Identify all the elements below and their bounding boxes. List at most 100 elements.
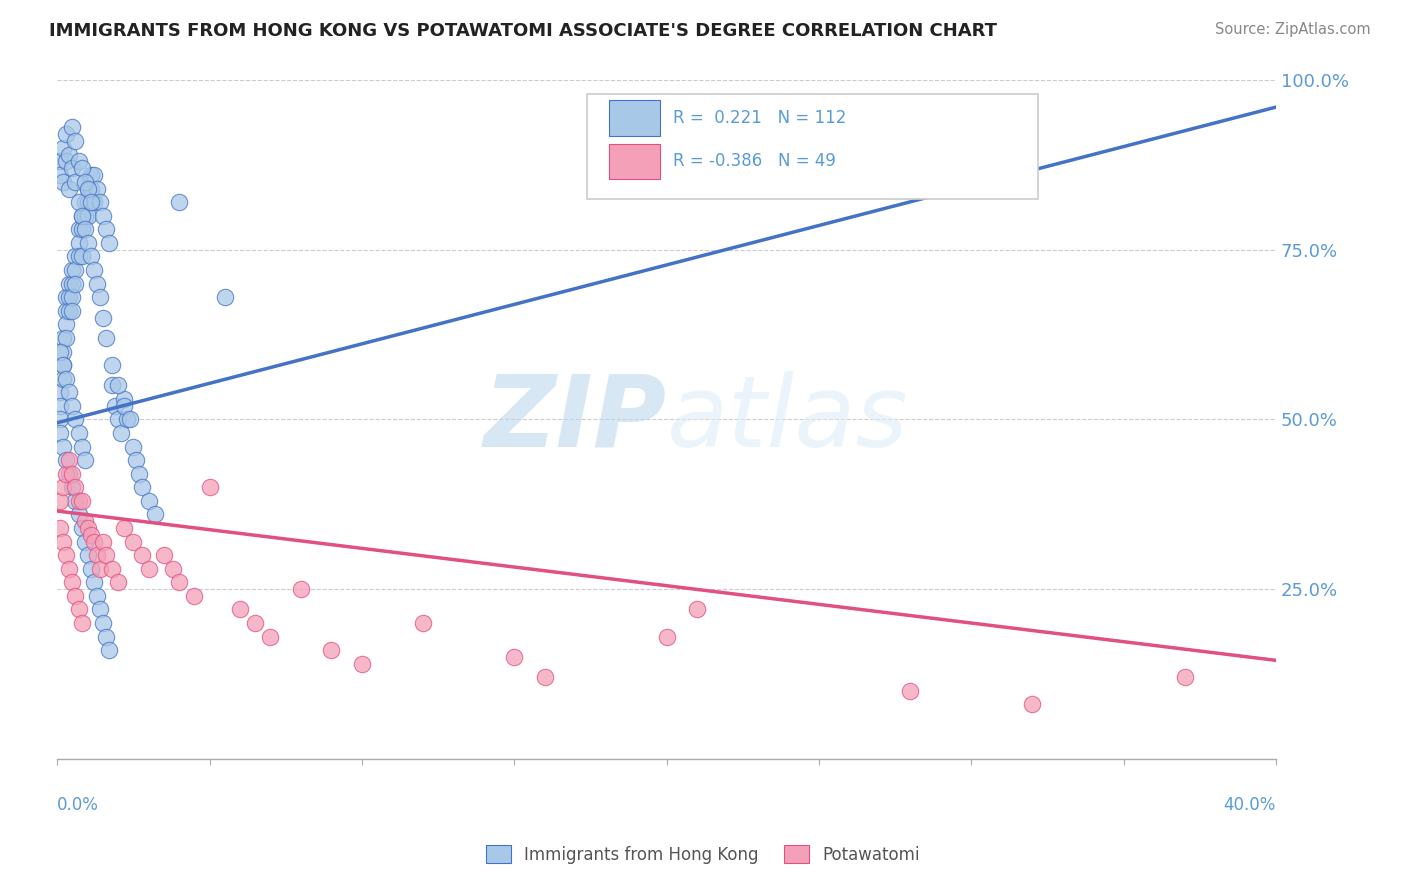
Point (80, 195, 103, 210)
Text: 0.0%: 0.0% (58, 797, 98, 814)
Point (80, 250, 103, 264)
Point (55, 548, 77, 562)
Point (55, 303, 77, 318)
Point (70, 493, 93, 508)
Point (67, 508, 90, 522)
Point (58, 453, 80, 467)
Point (52, 358, 75, 372)
Point (83, 168, 105, 182)
Point (112, 521, 135, 535)
Text: 40.0%: 40.0% (1223, 797, 1277, 814)
Point (128, 467, 150, 481)
Point (65, 134, 87, 148)
Point (52, 141, 75, 155)
Point (143, 508, 166, 522)
Text: R = -0.386   N = 49: R = -0.386 N = 49 (672, 153, 835, 170)
Point (122, 534, 145, 549)
Point (58, 467, 80, 481)
Point (138, 562, 160, 576)
Point (70, 615, 93, 630)
Point (112, 399, 135, 413)
Point (62, 277, 84, 291)
Point (62, 303, 84, 318)
Point (55, 154, 77, 169)
Point (55, 371, 77, 385)
Point (91, 615, 114, 630)
Point (67, 493, 90, 508)
Point (86, 277, 108, 291)
Point (67, 235, 90, 250)
Point (70, 521, 93, 535)
FancyBboxPatch shape (609, 101, 661, 136)
Point (350, 657, 373, 671)
Point (83, 263, 105, 277)
Point (67, 250, 90, 264)
Point (70, 209, 93, 223)
Point (138, 493, 160, 508)
Point (62, 480, 84, 494)
Point (49, 412, 72, 426)
Point (62, 263, 84, 277)
Point (49, 168, 72, 182)
Point (49, 399, 72, 413)
Point (86, 548, 108, 562)
Point (58, 562, 80, 576)
Point (101, 358, 124, 372)
Point (55, 128, 77, 142)
Point (70, 161, 93, 176)
Point (49, 425, 72, 440)
Point (80, 562, 103, 576)
Point (76, 209, 98, 223)
Text: Source: ZipAtlas.com: Source: ZipAtlas.com (1215, 22, 1371, 37)
Point (65, 175, 87, 189)
Point (83, 195, 105, 210)
Point (52, 331, 75, 345)
Point (91, 310, 114, 325)
Point (62, 399, 84, 413)
Point (52, 371, 75, 385)
Point (73, 209, 96, 223)
Point (62, 120, 84, 135)
Point (80, 528, 103, 542)
Point (52, 358, 75, 372)
Point (259, 630, 281, 644)
Point (89, 602, 111, 616)
Point (110, 425, 132, 440)
Point (83, 575, 105, 590)
Point (214, 290, 236, 304)
Point (198, 480, 221, 494)
Point (58, 181, 80, 195)
Point (58, 290, 80, 304)
Point (167, 575, 190, 590)
Point (67, 154, 90, 169)
Point (65, 589, 87, 603)
Point (55, 318, 77, 332)
Point (49, 385, 72, 400)
Point (65, 412, 87, 426)
Point (183, 589, 205, 603)
Point (70, 222, 93, 236)
Point (117, 412, 139, 426)
Point (1173, 670, 1195, 684)
Point (86, 589, 108, 603)
Point (245, 615, 267, 630)
Point (125, 453, 148, 467)
Point (58, 303, 80, 318)
Point (167, 195, 190, 210)
Point (107, 412, 129, 426)
Point (101, 378, 124, 392)
Point (162, 562, 184, 576)
Point (65, 263, 87, 277)
Point (49, 344, 72, 359)
Point (73, 453, 96, 467)
Point (49, 521, 72, 535)
Point (67, 425, 90, 440)
FancyBboxPatch shape (588, 94, 1038, 199)
Point (73, 222, 96, 236)
Point (73, 195, 96, 210)
Point (94, 222, 117, 236)
Point (229, 602, 252, 616)
Point (62, 290, 84, 304)
Point (55, 467, 77, 481)
Point (73, 534, 96, 549)
